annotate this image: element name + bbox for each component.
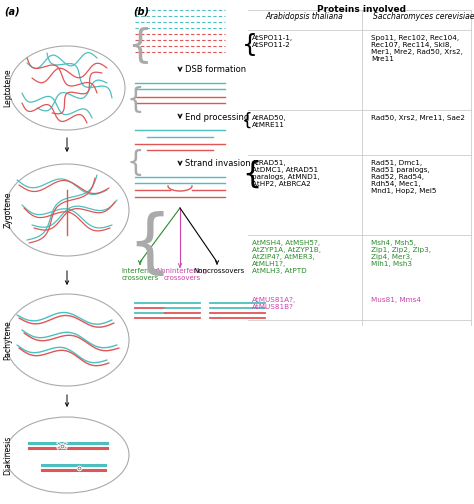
- Text: Noncrossovers: Noncrossovers: [193, 268, 245, 274]
- Text: Msh4, Msh5,
Zip1, Zip2, Zip3,
Zip4, Mer3,
Mlh1, Msh3: Msh4, Msh5, Zip1, Zip2, Zip3, Zip4, Mer3…: [371, 240, 431, 267]
- Text: Interfering
crossovers: Interfering crossovers: [121, 268, 159, 281]
- Text: Noninterfering
crossovers: Noninterfering crossovers: [156, 268, 208, 281]
- Text: End processing: End processing: [185, 112, 249, 121]
- Text: Diakinesis: Diakinesis: [3, 435, 12, 475]
- Text: Rad51, Dmc1,
Rad51 paralogs,
Rad52, Rad54,
Rdh54, Mec1,
Mnd1, Hop2, Mei5: Rad51, Dmc1, Rad51 paralogs, Rad52, Rad5…: [371, 160, 437, 194]
- Text: (a): (a): [4, 6, 19, 16]
- Text: DSB formation: DSB formation: [185, 66, 246, 75]
- Text: AtMUS81A?,
AtMUS81B?: AtMUS81A?, AtMUS81B?: [252, 297, 296, 310]
- Text: Leptotene: Leptotene: [3, 69, 12, 107]
- Text: {: {: [242, 159, 261, 188]
- Text: {: {: [127, 86, 145, 114]
- Text: Spo11, Rec102, Rec104,
Rec107, Rec114, Ski8,
Mer1, Mre2, Rad50, Xrs2,
Mre11: Spo11, Rec102, Rec104, Rec107, Rec114, S…: [371, 35, 463, 62]
- Text: AtSPO11-1,
AtSPO11-2: AtSPO11-1, AtSPO11-2: [252, 35, 293, 48]
- Text: {: {: [127, 149, 145, 177]
- Text: {: {: [127, 212, 171, 279]
- Text: (b): (b): [133, 6, 149, 16]
- Text: Pachytene: Pachytene: [3, 320, 12, 360]
- Text: {: {: [242, 33, 258, 57]
- Text: {: {: [127, 26, 152, 64]
- Text: Saccharomyces cerevisiae: Saccharomyces cerevisiae: [373, 12, 474, 21]
- Text: AtMSH4, AtMSH5?,
AtZYP1A, AtZYP1B,
AtZIP4?, AtMER3,
AtMLH1?,
AtMLH3, AtPTD: AtMSH4, AtMSH5?, AtZYP1A, AtZYP1B, AtZIP…: [252, 240, 321, 274]
- Text: AtRAD51,
AtDMC1, AtRAD51
paralogs, AtMND1,
AtHP2, AtBRCA2: AtRAD51, AtDMC1, AtRAD51 paralogs, AtMND…: [252, 160, 319, 187]
- Text: Strand invasion: Strand invasion: [185, 159, 251, 168]
- Text: Mus81, Mms4: Mus81, Mms4: [371, 297, 421, 303]
- Text: Proteins involved: Proteins involved: [318, 5, 407, 14]
- Text: Arabidopsis thaliana: Arabidopsis thaliana: [265, 12, 343, 21]
- Text: AtRAD50,
AtMRE11: AtRAD50, AtMRE11: [252, 115, 287, 128]
- Text: Rad50, Xrs2, Mre11, Sae2: Rad50, Xrs2, Mre11, Sae2: [371, 115, 465, 121]
- Text: {: {: [242, 112, 253, 130]
- Text: Zygotene: Zygotene: [3, 192, 12, 228]
